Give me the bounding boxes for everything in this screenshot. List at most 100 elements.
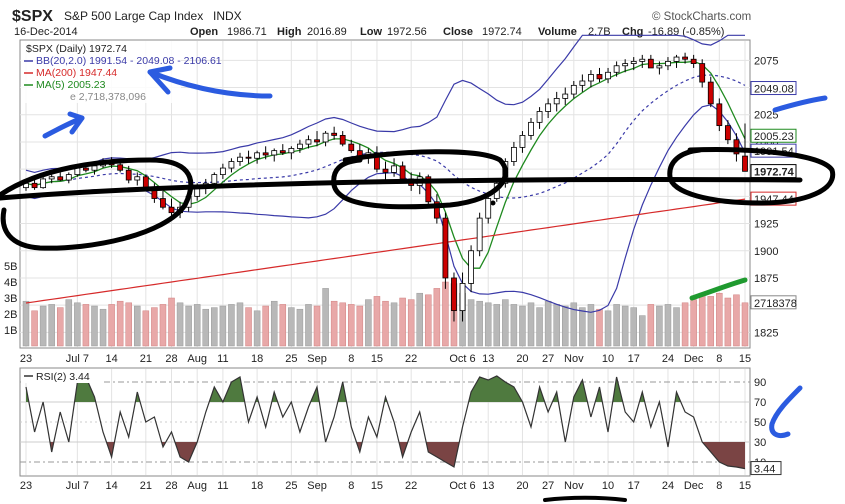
candle-body	[254, 152, 261, 159]
x-tick-label: Dec	[684, 353, 704, 365]
rsi-legend: RSI(2) 3.44	[36, 371, 90, 383]
candle-body	[690, 58, 697, 64]
candle-body	[322, 132, 329, 143]
annotation-ellipse-middle	[331, 149, 508, 210]
rsi-tick-label: 30	[754, 437, 766, 449]
rsi-x-tick-label: 8	[716, 480, 722, 492]
volume-bar	[596, 308, 603, 347]
volume-value: 2.7B	[588, 26, 611, 38]
volume-bar	[99, 308, 107, 347]
candle-body	[31, 182, 38, 189]
x-tick-label: 23	[20, 353, 32, 365]
annotation-arrow-left-head	[67, 111, 85, 135]
volume-bar	[39, 305, 47, 347]
price-tick-label: 2075	[754, 55, 778, 67]
rsi-tick-label: 90	[754, 377, 766, 389]
candle-body	[742, 155, 748, 172]
volume-bar	[82, 304, 90, 347]
x-tick-label: 24	[662, 353, 674, 365]
candle-body	[519, 135, 526, 148]
x-tick-label: 8	[716, 353, 722, 365]
candle-body	[510, 146, 517, 162]
volume-bar	[382, 300, 389, 347]
candle-body	[656, 65, 663, 69]
high-value: 2016.89	[307, 26, 347, 38]
candle-body	[425, 176, 432, 203]
high-label: High	[277, 26, 302, 38]
volume-bar	[228, 304, 235, 347]
x-tick-label: 20	[516, 353, 528, 365]
legend-price: $SPX (Daily) 1972.74	[26, 43, 127, 55]
close-label: Close	[443, 26, 473, 38]
rsi-x-tick-label: 20	[516, 480, 528, 492]
candle-body	[262, 152, 269, 156]
x-tick-label: Nov	[564, 353, 584, 365]
candle-body	[91, 165, 98, 171]
volume-bar	[433, 288, 441, 347]
volume-bar	[236, 302, 244, 347]
volume-bar	[698, 294, 706, 347]
rsi-x-tick-label: 18	[251, 480, 263, 492]
candle-body	[596, 74, 603, 80]
candle-body	[331, 132, 338, 136]
x-tick-label: Sep	[307, 353, 327, 365]
candle-body	[305, 139, 312, 145]
rsi-tick-label: 50	[754, 417, 766, 429]
volume-bar	[288, 307, 295, 347]
volume-bar	[56, 307, 64, 347]
candle-body	[570, 84, 577, 95]
volume-bar	[65, 299, 73, 347]
annotation-dot	[490, 200, 496, 206]
volume-tick-label: 5B	[4, 261, 17, 273]
candle-body	[228, 161, 235, 169]
rsi-x-tick-label: 27	[542, 480, 554, 492]
low-value: 1972.56	[387, 26, 427, 38]
candle-body	[724, 125, 731, 141]
volume-bar	[664, 304, 672, 347]
volume-bar	[724, 297, 732, 347]
volume-tick-label: 3B	[4, 293, 17, 305]
rsi-x-tick-label: Nov	[564, 480, 584, 492]
volume-bar	[48, 304, 55, 347]
candle-body	[451, 277, 457, 312]
volume-bar	[74, 302, 81, 347]
annotation-marks	[0, 65, 836, 502]
rsi-x-tick-label: Sep	[307, 480, 327, 492]
volume-bar	[116, 300, 124, 347]
rsi-x-tick-label: 13	[482, 480, 494, 492]
annotation-mark-green	[689, 277, 748, 301]
candle-body	[399, 165, 406, 180]
candle-body	[733, 139, 740, 155]
volume-bar	[562, 305, 569, 347]
rsi-x-tick-label: 10	[602, 480, 614, 492]
volume-bar	[176, 302, 184, 347]
volume-bar	[442, 281, 449, 347]
candle-body	[160, 198, 166, 208]
candle-body	[468, 250, 474, 284]
chg-label: Chg	[622, 26, 643, 38]
annotation-arrow-top-head	[147, 65, 173, 95]
volume-bar	[91, 305, 98, 347]
candle-body	[125, 169, 132, 181]
rsi-x-tick-label: 21	[140, 480, 152, 492]
rsi-x-tick-label: 14	[105, 480, 117, 492]
volume-bar	[159, 304, 167, 347]
candle-body	[622, 63, 629, 67]
candle-body	[553, 98, 560, 105]
x-tick-label: Aug	[187, 353, 207, 365]
candle-body	[57, 176, 64, 181]
volume-bar	[22, 300, 30, 347]
candle-body	[348, 143, 355, 152]
rsi-x-tick-label: 24	[662, 480, 674, 492]
rsi-tick-label: 70	[754, 397, 766, 409]
rsi-x-tick-label: Oct 6	[449, 480, 475, 492]
volume-bar	[673, 307, 680, 347]
volume-bar	[219, 305, 227, 347]
rsi-x-tick-label: 25	[285, 480, 297, 492]
candle-body	[485, 198, 492, 219]
volume-bar	[630, 307, 637, 347]
rsi-x-tick-label: Jul 7	[66, 480, 89, 492]
x-tick-label: 27	[542, 353, 554, 365]
volume-bar	[270, 300, 278, 347]
candle-body	[211, 174, 218, 184]
